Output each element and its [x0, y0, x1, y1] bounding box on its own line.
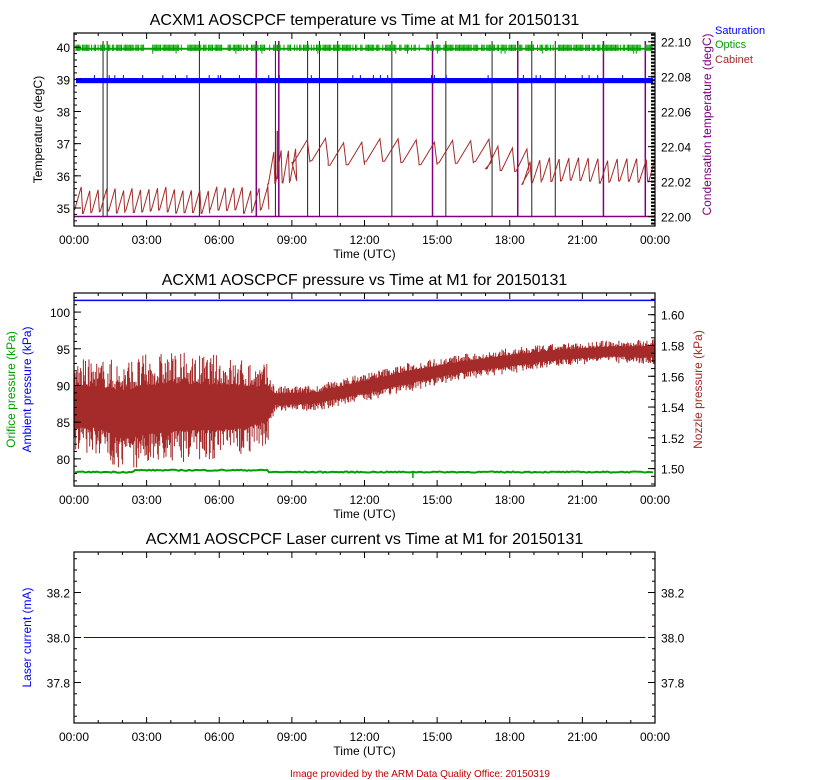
x-tick-label: 00:00	[59, 233, 89, 247]
y-right-tick-label: 1.52	[661, 432, 685, 446]
x-tick-label: 06:00	[204, 730, 234, 744]
y-tick-label-right: 38.2	[661, 587, 685, 601]
x-tick-label: 15:00	[422, 233, 452, 247]
y-tick-label: 90	[57, 379, 71, 393]
y-right-tick-label: 22.08	[661, 71, 691, 85]
x-tick-label: 00:00	[640, 730, 670, 744]
y-tick-label: 85	[57, 416, 71, 430]
legend-saturation: Saturation	[715, 25, 765, 37]
x-tick-label: 12:00	[349, 493, 379, 507]
y-tick-label: 38.2	[47, 587, 71, 601]
y-tick-label: 80	[57, 453, 71, 467]
x-tick-label: 21:00	[567, 730, 597, 744]
x-tick-label: 00:00	[59, 493, 89, 507]
y-tick-label: 38.0	[47, 632, 71, 646]
y-right-tick-label: 1.60	[661, 309, 685, 323]
y-right-tick-label: 22.00	[661, 211, 691, 225]
plot-marks	[74, 41, 656, 218]
y-axis-label-orifice: Orifice pressure (kPa)	[4, 331, 18, 448]
y-tick-label: 38	[57, 105, 71, 119]
x-tick-label: 09:00	[277, 233, 307, 247]
y-tick-label: 40	[57, 41, 71, 55]
x-axis-label: Time (UTC)	[333, 744, 395, 758]
footer-credit: Image provided by the ARM Data Quality O…	[290, 769, 550, 780]
x-tick-label: 00:00	[59, 730, 89, 744]
x-tick-label: 00:00	[640, 493, 670, 507]
panel-3: ACXM1 AOSCPCF Laser current vs Time at M…	[20, 531, 685, 758]
chart-title: ACXM1 AOSCPCF pressure vs Time at M1 for…	[162, 272, 568, 289]
y-axis-label-ambient: Ambient pressure (kPa)	[20, 326, 34, 452]
y-axis-label-nozzle: Nozzle pressure (kPa)	[691, 330, 705, 449]
y-right-tick-label: 1.58	[661, 339, 685, 353]
x-tick-label: 09:00	[277, 493, 307, 507]
y-right-tick-label: 22.02	[661, 176, 691, 190]
y-right-tick-label: 1.50	[661, 463, 685, 477]
cabinet-series	[74, 136, 656, 214]
y-tick-label-right: 38.0	[661, 632, 685, 646]
y-tick-label: 35	[57, 202, 71, 216]
y-axis-label: Temperature (degC)	[31, 76, 45, 183]
y-right-tick-label: 1.54	[661, 401, 685, 415]
plot-frame	[73, 32, 656, 227]
x-axis-label: Time (UTC)	[333, 247, 395, 261]
x-tick-label: 18:00	[495, 233, 525, 247]
chart-title: ACXM1 AOSCPCF temperature vs Time at M1 …	[150, 12, 580, 29]
legend-cabinet: Cabinet	[715, 54, 753, 66]
x-tick-label: 03:00	[132, 730, 162, 744]
panel-1: ACXM1 AOSCPCF temperature vs Time at M1 …	[31, 12, 765, 261]
x-tick-label: 15:00	[422, 493, 452, 507]
x-tick-label: 06:00	[204, 493, 234, 507]
y-tick-label: 37	[57, 138, 71, 152]
x-tick-label: 18:00	[495, 730, 525, 744]
y-tick-label: 39	[57, 73, 71, 87]
y-right-tick-label: 22.06	[661, 106, 691, 120]
orifice-pressure-series	[74, 468, 654, 474]
x-tick-label: 18:00	[495, 493, 525, 507]
legend: Saturation Optics Cabinet	[715, 25, 765, 66]
x-tick-label: 21:00	[567, 493, 597, 507]
saturation-band	[76, 78, 653, 84]
x-axis-label: Time (UTC)	[333, 507, 395, 521]
x-tick-label: 15:00	[422, 730, 452, 744]
y-right-tick-label: 1.56	[661, 370, 685, 384]
optics-band	[76, 47, 653, 50]
plot-marks	[74, 299, 656, 478]
y-tick-label: 36	[57, 170, 71, 184]
x-tick-label: 06:00	[204, 233, 234, 247]
y-tick-label: 37.8	[47, 677, 71, 691]
x-tick-label: 00:00	[640, 233, 670, 247]
y-axis-label-right: Condensation temperature (degC)	[700, 33, 714, 215]
optics-series	[75, 44, 653, 54]
x-tick-label: 09:00	[277, 730, 307, 744]
y-right-tick-label: 22.04	[661, 141, 691, 155]
chart-title: ACXM1 AOSCPCF Laser current vs Time at M…	[146, 531, 584, 548]
y-tick-label: 100	[50, 306, 70, 320]
y-axis-label: Laser current (mA)	[20, 587, 34, 687]
y-tick-label: 95	[57, 343, 71, 357]
x-tick-label: 12:00	[349, 730, 379, 744]
panel-2: ACXM1 AOSCPCF pressure vs Time at M1 for…	[4, 272, 705, 521]
y-tick-label-right: 37.8	[661, 677, 685, 691]
x-tick-label: 03:00	[132, 233, 162, 247]
x-tick-label: 12:00	[349, 233, 379, 247]
saturation-series	[93, 75, 624, 80]
nozzle-pressure-series	[74, 339, 656, 468]
legend-optics: Optics	[715, 39, 747, 51]
y-right-tick-label: 22.10	[661, 36, 691, 50]
x-tick-label: 21:00	[567, 233, 597, 247]
x-tick-label: 03:00	[132, 493, 162, 507]
